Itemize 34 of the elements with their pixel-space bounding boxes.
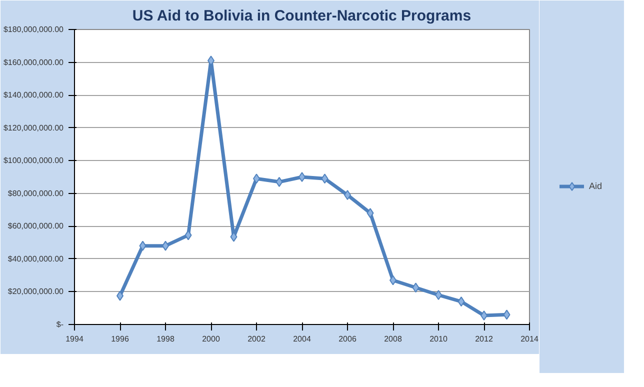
point <box>321 174 328 184</box>
point <box>435 290 442 300</box>
x-tick-label: 2000 <box>202 334 220 344</box>
point <box>230 232 238 242</box>
x-tick-label: 2012 <box>475 334 494 344</box>
x-tick-label: 2010 <box>430 334 448 344</box>
point <box>298 172 306 182</box>
x-tick-label: 2014 <box>520 334 539 344</box>
y-tick-label: $180,000,000.00 <box>3 25 64 34</box>
point <box>458 296 465 307</box>
point <box>503 310 510 320</box>
legend-label: Aid <box>589 181 604 191</box>
y-tick-label: $20,000,000.00 <box>8 287 64 296</box>
point <box>366 208 374 218</box>
point <box>184 230 192 240</box>
y-tick-label: $120,000,000.00 <box>3 123 64 132</box>
y-tick-label: $- <box>56 320 64 329</box>
y-tick-label: $40,000,000.00 <box>8 254 64 264</box>
y-tick-label: $100,000,000.00 <box>3 156 64 166</box>
point <box>412 282 420 293</box>
y-tick-label: $80,000,000.00 <box>8 188 64 198</box>
x-tick-label: 1996 <box>111 334 130 344</box>
y-tick-label: $160,000,000.00 <box>3 58 64 67</box>
point <box>276 176 283 187</box>
chart-title: US Aid to Bolivia in Counter-Narcotic Programs <box>132 8 472 24</box>
x-tick-label: 1994 <box>66 334 84 344</box>
x-tick-label: 2002 <box>248 334 266 344</box>
x-tick-label: 2006 <box>338 334 357 344</box>
y-tick-label: $60,000,000.00 <box>8 222 64 231</box>
point <box>139 240 146 251</box>
y-tick-label: $140,000,000.00 <box>3 90 64 100</box>
x-tick-label: 1998 <box>156 334 175 344</box>
x-tick-label: 2004 <box>293 334 312 344</box>
x-tick-label: 2008 <box>384 334 402 344</box>
